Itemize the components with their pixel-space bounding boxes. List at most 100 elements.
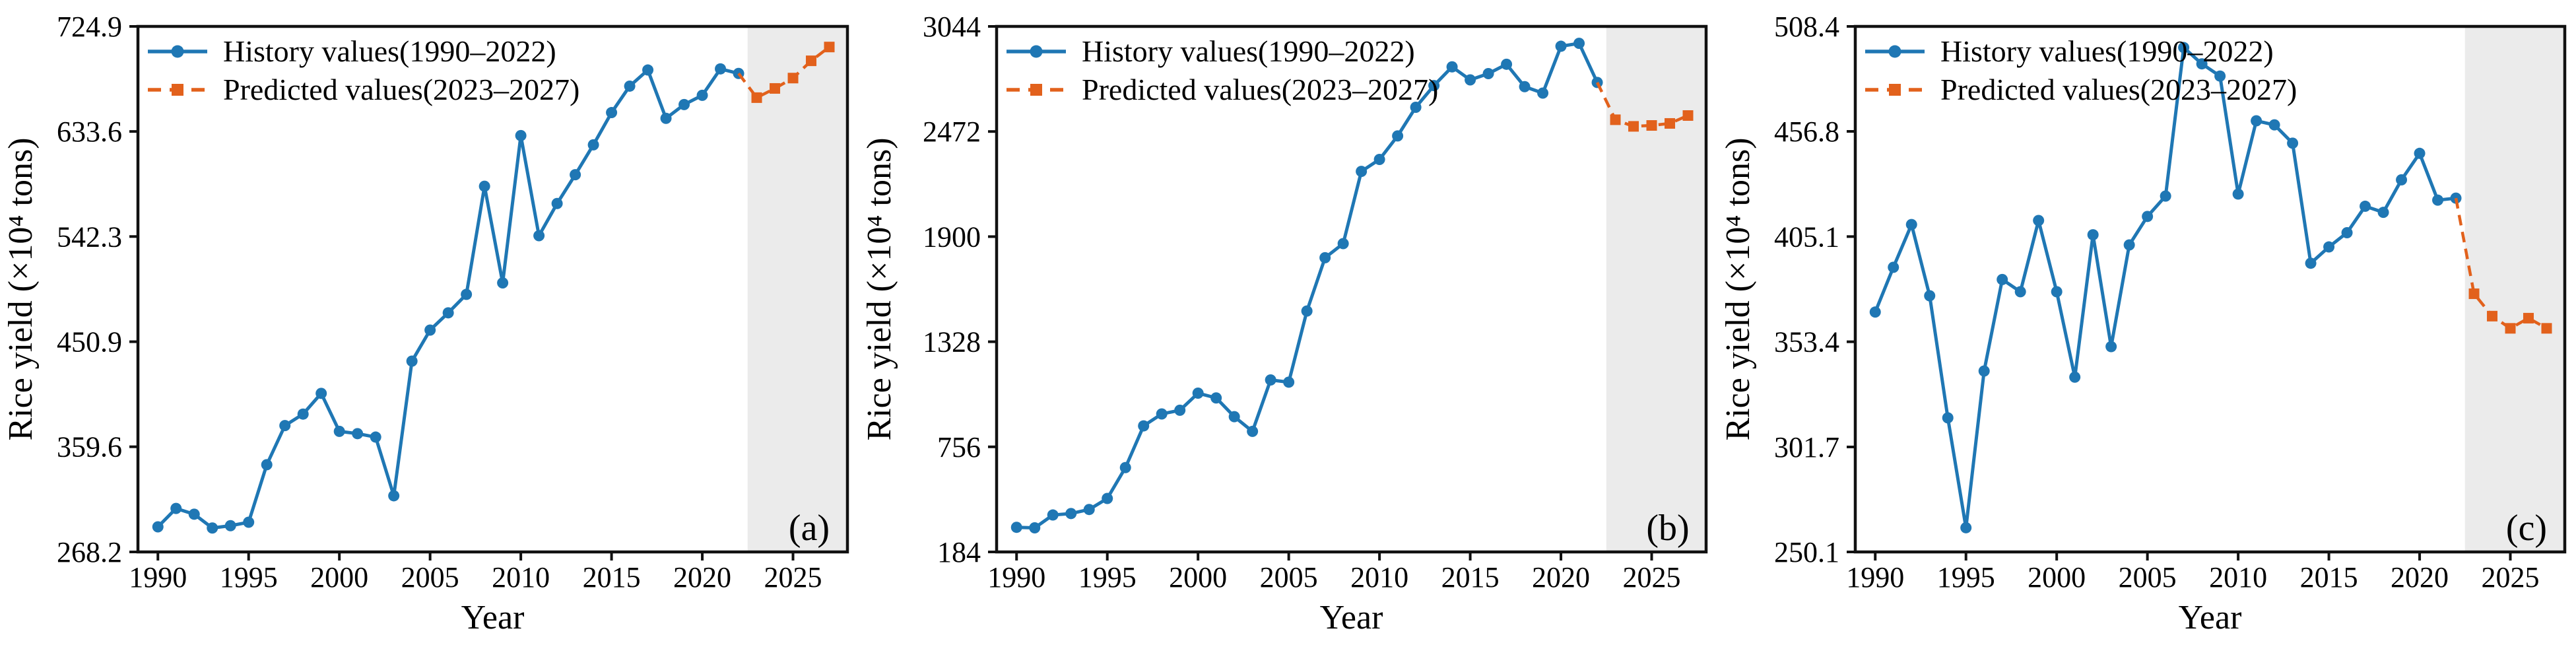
legend-predicted-marker [1030,84,1042,96]
history-point [587,139,599,151]
history-point [1924,290,1936,302]
predicted-point [770,83,781,94]
history-point [2341,226,2353,238]
legend-history-marker [1888,45,1901,58]
history-point [1942,412,1954,424]
legend-history-marker [171,45,184,58]
history-point [1905,219,1917,230]
x-tick-label: 1995 [1078,561,1137,594]
history-point [1319,252,1331,263]
history-point [1228,411,1240,423]
history-line [156,67,741,530]
y-tick-label: 268.2 [57,536,122,568]
y-tick-label: 456.8 [1774,116,1839,148]
y-tick-label: 756 [937,431,981,463]
history-point [315,388,327,399]
history-point [388,490,400,502]
predicted-line [1596,81,1689,128]
history-point [243,516,255,528]
history-point [515,129,527,141]
x-tick-label: 2000 [310,561,368,594]
predicted-point [2468,288,2480,299]
x-tick-label: 2010 [1350,561,1408,594]
history-point [2268,119,2280,131]
history-point [2360,200,2371,212]
axes-frame [136,24,849,554]
x-tick-label: 2020 [673,561,731,594]
history-point [1519,81,1531,92]
y-tick-label: 3044 [923,11,981,43]
panel-letter: (a) [789,508,830,549]
history-point [1138,420,1150,432]
predicted-point [2505,323,2516,334]
chart-b: 1990 1995 2000 2005 2010 2015 2020 2025 184 756 13… [861,11,1708,636]
y-tick-label: 1328 [923,326,981,358]
x-tick-label: 2025 [764,561,822,594]
y-tick-label: 450.9 [57,326,122,358]
x-tick-label: 2015 [2300,561,2358,594]
history-point [1174,404,1186,416]
x-tick-label: 2010 [2209,561,2267,594]
x-tick-label: 2000 [2028,561,2086,594]
history-point [1047,509,1059,521]
predicted-point [1610,114,1621,125]
history-point [1392,130,1404,142]
history-point [2396,174,2408,186]
y-tick-label: 359.6 [57,431,122,463]
predicted-point [2541,323,2552,334]
history-point [297,408,309,420]
history-point [2123,239,2135,251]
legend-history-label: History values(1990–2022) [1940,34,2274,68]
y-axis-title: Rice yield (×10⁴ tons) [861,137,898,440]
history-point [1119,461,1131,473]
history-point [2196,58,2208,70]
history-point [1501,58,1513,70]
history-point [2214,70,2226,82]
x-axis-title: Year [2179,599,2242,636]
legend-predicted-label: Predicted values(2023–2027) [223,73,579,106]
history-point [1537,87,1549,99]
history-point [152,521,164,533]
history-point [2087,229,2099,241]
panel-a: 1990 1995 2000 2005 2010 2015 2020 2025 268.2 359… [0,0,859,647]
history-point [1029,522,1041,534]
history-point [1247,425,1259,437]
predicted-point [1628,121,1639,132]
predicted-point [2523,312,2534,324]
history-point [1156,408,1168,420]
history-point [533,230,545,242]
history-point [370,431,381,443]
legend: History values(1990–2022) Predicted value… [148,34,579,106]
history-point [624,80,636,92]
predicted-point [824,42,835,53]
history-point [1083,504,1095,516]
history-point [1283,376,1295,388]
x-tick-label: 2020 [1532,561,1590,594]
x-axis-title: Year [461,599,525,636]
history-point [2432,194,2444,206]
axes-frame [1853,24,2567,554]
y-axis-title: Rice yield (×10⁴ tons) [2,137,40,440]
history-point [424,324,436,336]
forecast-shade-region [2464,26,2565,552]
panel-b: 1990 1995 2000 2005 2010 2015 2020 2025 184 756 13… [859,0,1717,647]
history-point [551,197,563,209]
history-line [1873,46,2458,529]
history-point [2014,286,2026,298]
history-point [1265,374,1276,386]
history-point [479,180,490,192]
legend-predicted-label: Predicted values(2023–2027) [1082,73,1438,106]
x-tick-label: 1990 [987,561,1045,594]
y-tick-label: 1900 [923,221,981,253]
predicted-point [2487,310,2498,322]
history-point [1446,61,1458,73]
history-point [1210,392,1222,404]
history-point [1065,508,1077,520]
predicted-point [806,55,817,67]
legend-history-label: History values(1990–2022) [223,34,556,68]
forecast-shade-region [1606,26,1706,552]
history-point [570,169,581,181]
history-point [224,520,236,531]
history-point [696,89,708,101]
